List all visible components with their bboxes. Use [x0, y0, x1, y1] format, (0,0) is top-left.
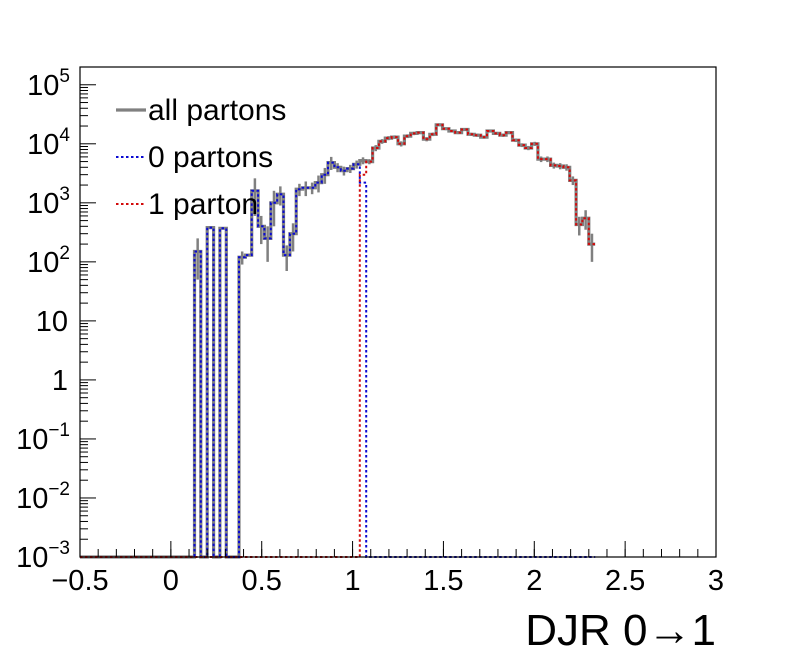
series-0-partons	[80, 161, 596, 558]
x-tick-label: 2.5	[605, 565, 645, 597]
legend-label: 0 partons	[148, 141, 273, 174]
legend-entry: 1 parton	[116, 188, 258, 221]
y-tick-label: 10	[36, 306, 68, 338]
x-tick-label: 1	[345, 565, 361, 597]
histogram-line	[80, 161, 596, 558]
legend-entry: all partons	[116, 94, 286, 127]
legend-label: 1 parton	[148, 188, 258, 221]
y-tick-label: 10−1	[16, 420, 70, 456]
x-tick-label: 3	[708, 565, 724, 597]
x-tick-label: 2	[526, 565, 542, 597]
y-tick-label: 10−3	[16, 538, 70, 574]
y-tick-label: 103	[27, 184, 70, 220]
series-layer	[80, 123, 596, 559]
legend-label: all partons	[148, 94, 286, 127]
x-tick-label: −0.5	[51, 565, 108, 597]
x-tick-label: 0.5	[242, 565, 282, 597]
axis-layer: −0.5 0 0.5 1 1.5 2 2.5 3 10−3 10−2 10−1 1 10 102 103 10…	[16, 66, 724, 597]
x-tick-label: 1.5	[423, 565, 463, 597]
y-tick-label: 105	[27, 66, 70, 102]
legend: all partons 0 partons 1 parton	[116, 94, 286, 221]
y-tick-label: 1	[52, 365, 68, 397]
y-tick-label: 104	[27, 125, 70, 161]
plot-frame	[79, 66, 717, 558]
x-axis-title: DJR 0→1	[525, 606, 716, 655]
y-tick-label: 102	[27, 243, 70, 279]
legend-entry: 0 partons	[116, 141, 273, 174]
x-tick-label: 0	[163, 565, 179, 597]
y-tick-label: 10−2	[16, 479, 70, 515]
